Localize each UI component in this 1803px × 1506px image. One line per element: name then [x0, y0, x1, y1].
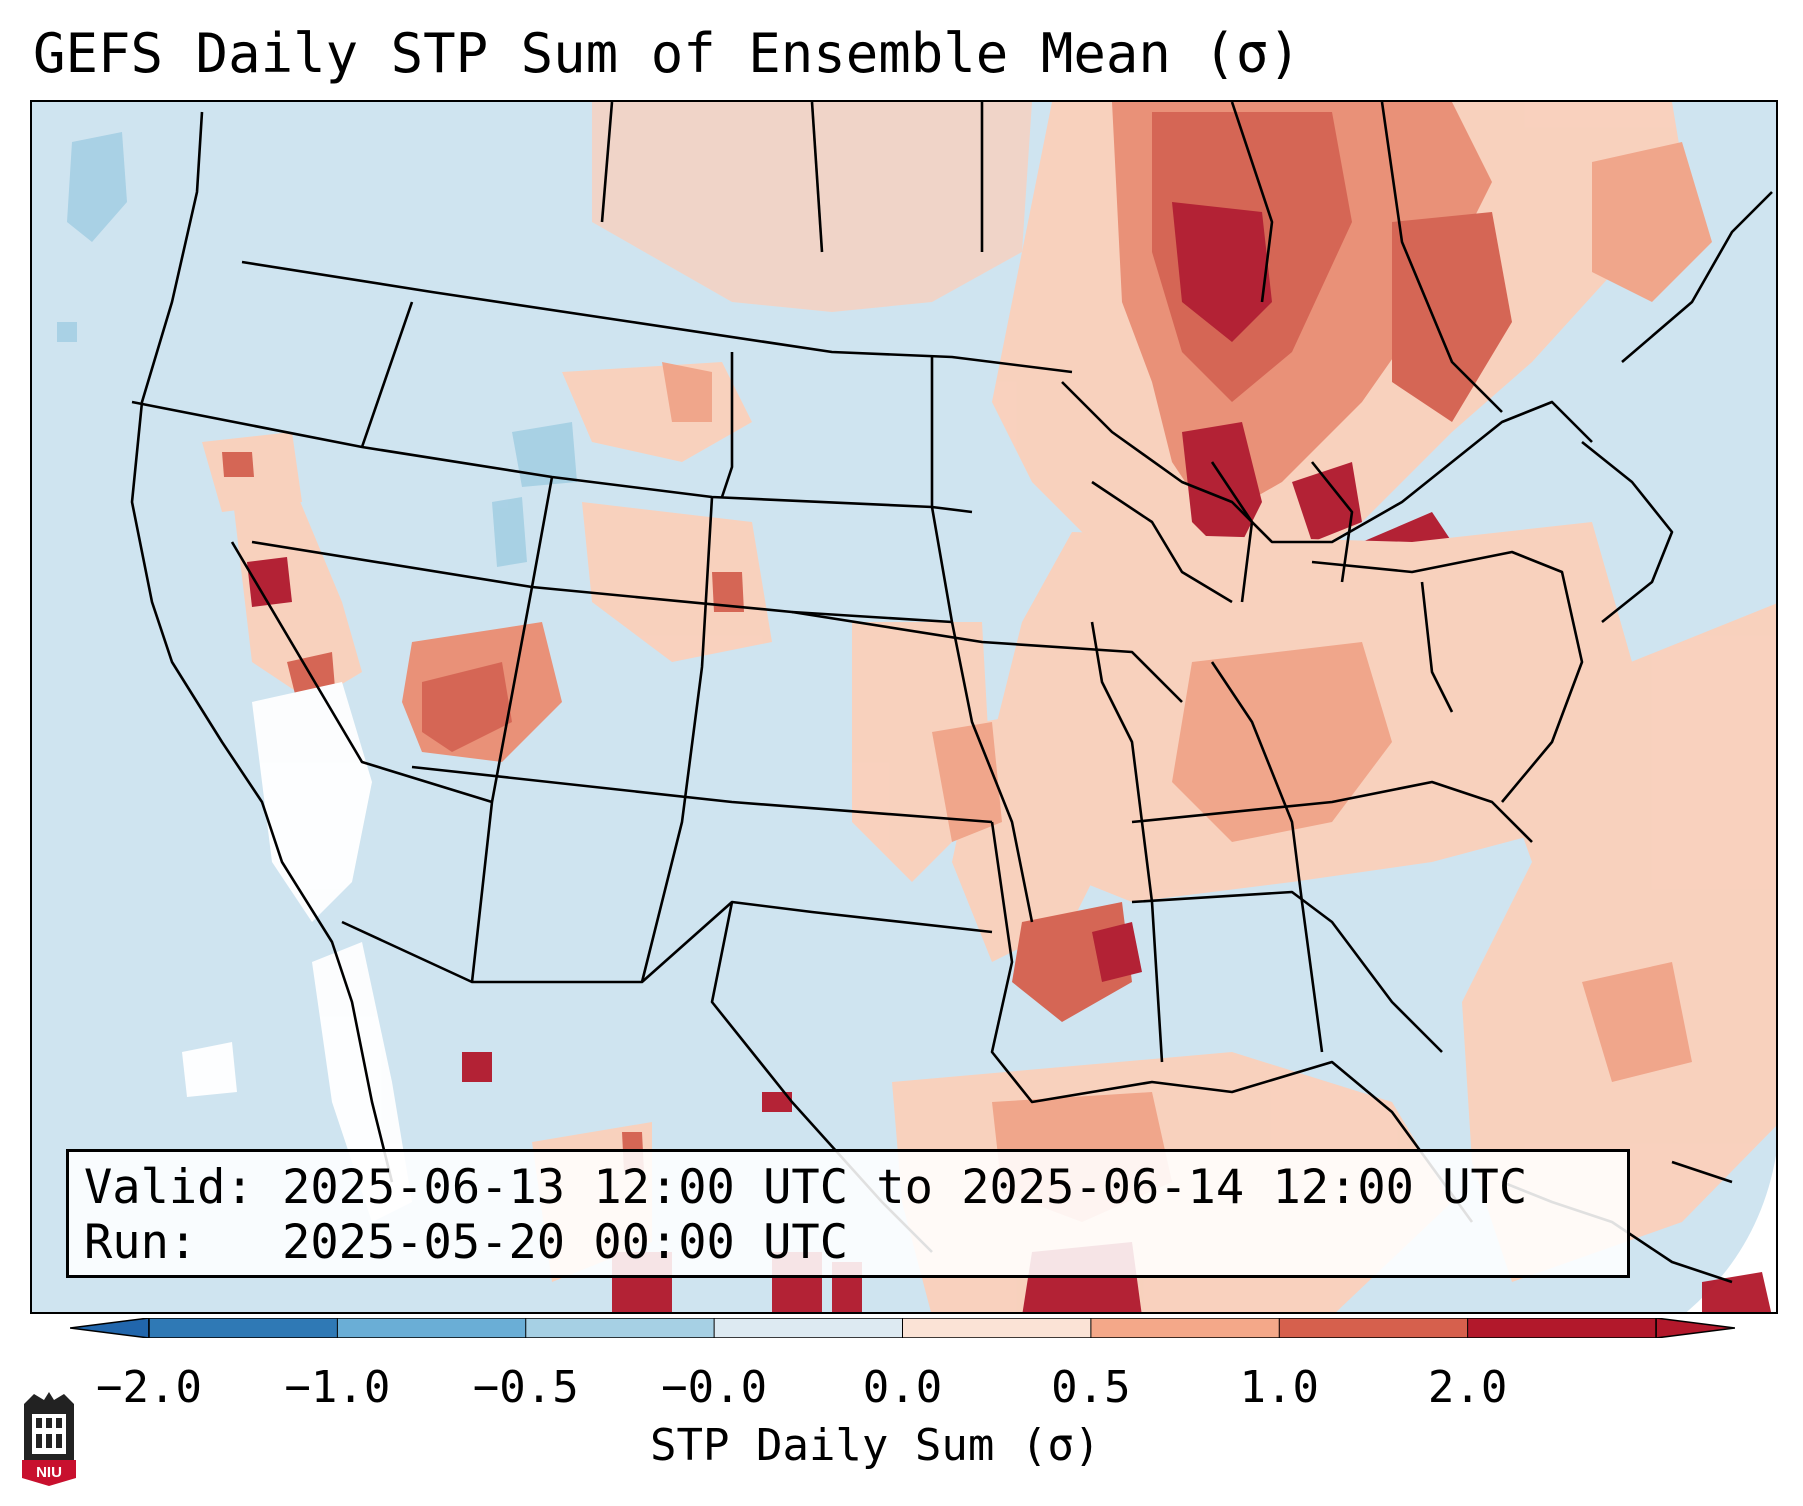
- colorbar-tick-label: 2.0: [1427, 1362, 1508, 1413]
- colorbar-segment: [1279, 1318, 1469, 1338]
- colorbar-tick-label: 1.0: [1239, 1362, 1319, 1413]
- stp-map: [32, 102, 1776, 1312]
- colorbar-tick-label: 0.5: [1051, 1362, 1131, 1413]
- colorbar-tick-label: −2.0: [96, 1362, 202, 1413]
- run-time-text: Run: 2025-05-20 00:00 UTC: [84, 1215, 849, 1270]
- logo-text: NIU: [36, 1464, 62, 1481]
- niu-logo: NIU: [22, 1392, 76, 1486]
- colorbar-segments: [70, 1318, 1735, 1338]
- colorbar-extend-max: [1655, 1318, 1735, 1338]
- colorbar-segment: [1090, 1318, 1280, 1338]
- map-panel: [30, 100, 1778, 1314]
- colorbar-tick-label: −1.0: [284, 1362, 391, 1413]
- colorbar-segment: [902, 1318, 1092, 1338]
- colorbar-extend-min: [70, 1318, 150, 1338]
- colorbar-tick-label: −0.5: [472, 1362, 579, 1413]
- colorbar-segment: [149, 1318, 338, 1338]
- colorbar-segment: [1467, 1318, 1657, 1338]
- colorbar-segment: [525, 1318, 715, 1338]
- colorbar-label: STP Daily Sum (σ): [650, 1420, 1101, 1471]
- colorbar: [70, 1318, 1735, 1338]
- map-title: GEFS Daily STP Sum of Ensemble Mean (σ): [33, 22, 1301, 85]
- colorbar-segment: [714, 1318, 903, 1338]
- colorbar-segment: [337, 1318, 527, 1338]
- colorbar-tick-label: −0.0: [661, 1362, 768, 1413]
- valid-time-text: Valid: 2025-06-13 12:00 UTC to 2025-06-1…: [84, 1160, 1528, 1215]
- colorbar-tick-label: 0.0: [862, 1362, 943, 1413]
- off-domain-corner: [1686, 1155, 1776, 1312]
- valid-run-infobox: Valid: 2025-06-13 12:00 UTC to 2025-06-1…: [66, 1149, 1630, 1278]
